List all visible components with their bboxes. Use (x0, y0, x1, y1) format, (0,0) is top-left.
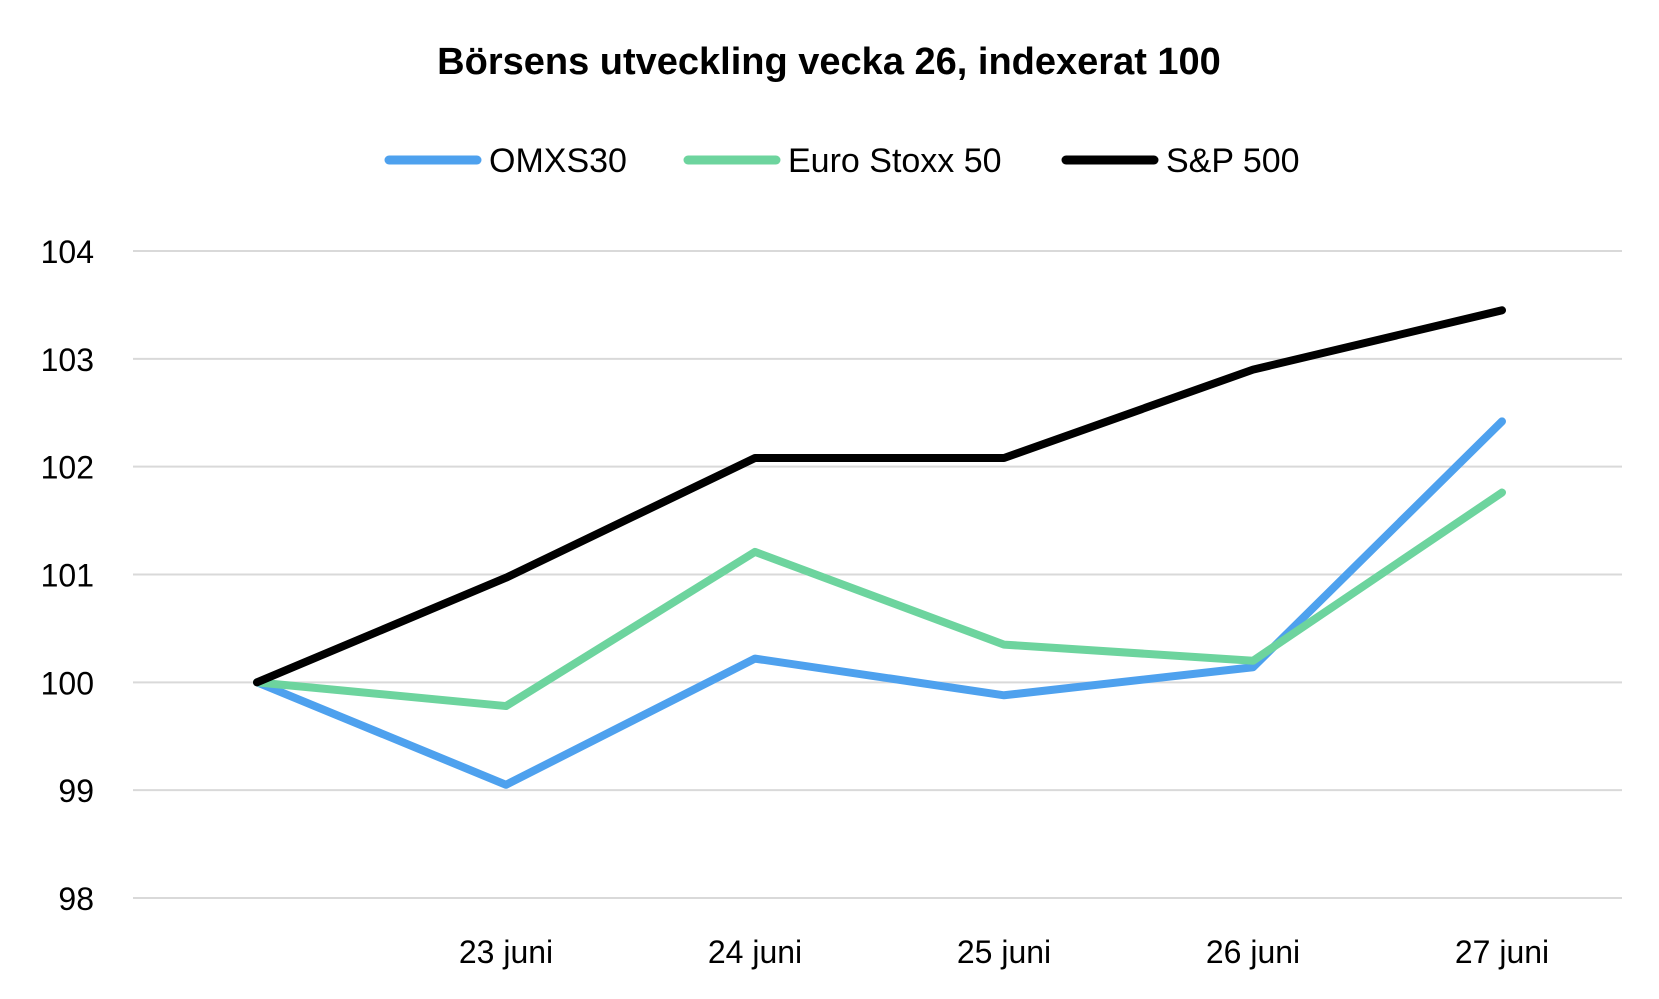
y-tick-label: 102 (41, 450, 94, 486)
y-tick-label: 101 (41, 558, 94, 594)
legend-label: Euro Stoxx 50 (788, 142, 1002, 180)
legend-label: OMXS30 (489, 142, 627, 180)
series-line-euro-stoxx-50 (253, 488, 1506, 711)
legend: OMXS30 Euro Stoxx 50 S&P 500 (384, 142, 1300, 180)
x-tick-label: 27 juni (1455, 934, 1549, 970)
x-tick-label: 23 juni (459, 934, 553, 970)
y-tick-label: 99 (58, 773, 94, 809)
y-tick-label: 98 (58, 881, 94, 917)
series-line-s-p-500 (253, 306, 1506, 687)
legend-label: S&P 500 (1166, 142, 1300, 180)
y-axis: 98 99 100 101 102 103 104 (41, 234, 94, 917)
y-tick-label: 100 (41, 665, 94, 701)
series-group (253, 306, 1506, 789)
x-axis: 23 juni 24 juni 25 juni 26 juni 27 juni (459, 934, 1549, 970)
legend-item: OMXS30 (384, 142, 627, 180)
legend-item: S&P 500 (1061, 142, 1300, 180)
x-tick-label: 25 juni (957, 934, 1051, 970)
chart-title: Börsens utveckling vecka 26, indexerat 1… (437, 41, 1221, 83)
gridlines (133, 250, 1622, 899)
x-tick-label: 24 juni (708, 934, 802, 970)
y-tick-label: 103 (41, 342, 94, 378)
legend-item: Euro Stoxx 50 (683, 142, 1002, 180)
y-tick-label: 104 (41, 234, 94, 270)
series-line-omxs30 (253, 417, 1506, 789)
x-tick-label: 26 juni (1206, 934, 1300, 970)
